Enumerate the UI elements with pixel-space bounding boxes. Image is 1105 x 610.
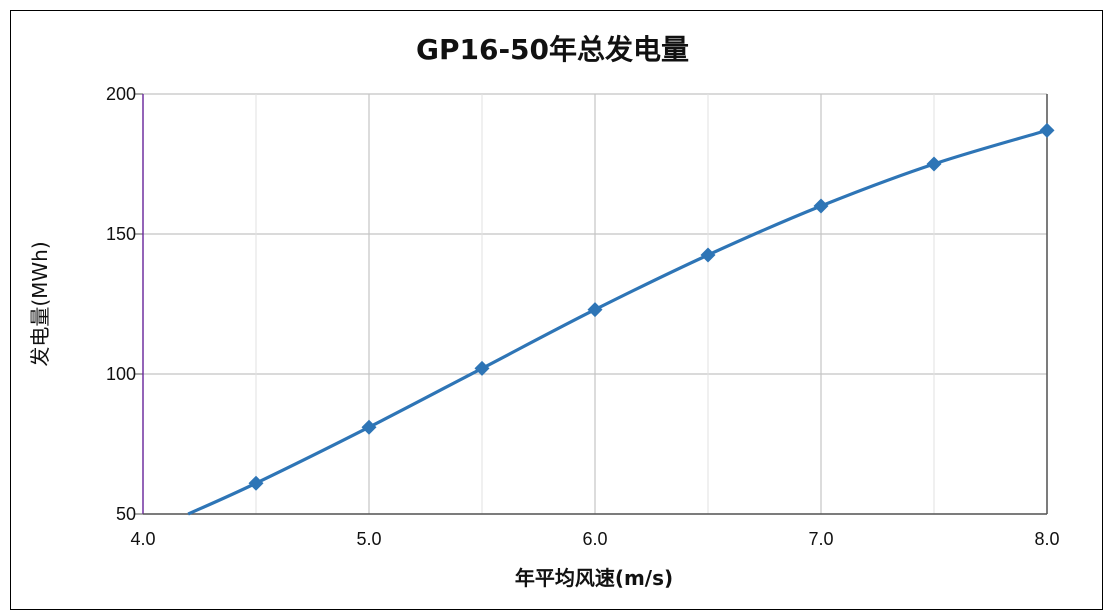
data-point	[248, 475, 264, 491]
series-line	[187, 128, 1048, 516]
x-tick-label: 8.0	[1034, 529, 1059, 549]
data-point	[700, 247, 716, 263]
data-point	[926, 156, 942, 172]
y-tick-label: 100	[106, 364, 136, 384]
y-tick-label: 50	[116, 504, 136, 524]
x-tick-label: 5.0	[356, 529, 381, 549]
chart-title: GP16-50年总发电量	[415, 33, 690, 66]
data-point	[474, 360, 490, 376]
tick-labels: 4.0 5.0 6.0 7.0 8.0 50 100 150 200	[106, 84, 1060, 549]
axes	[135, 93, 1048, 515]
grid-minor	[255, 94, 935, 514]
series-layer	[187, 122, 1055, 516]
data-point	[813, 198, 829, 214]
x-tick-label: 4.0	[130, 529, 155, 549]
data-point	[587, 302, 603, 318]
x-axis-title: 年平均风速(m/s)	[515, 566, 673, 590]
data-point	[1039, 122, 1055, 138]
x-tick-label: 7.0	[808, 529, 833, 549]
y-axis-title: 发电量(MWh)	[28, 241, 52, 366]
y-tick-label: 200	[106, 84, 136, 104]
chart-frame	[10, 10, 1103, 610]
x-tick-label: 6.0	[582, 529, 607, 549]
data-point	[361, 419, 377, 435]
y-tick-label: 150	[106, 224, 136, 244]
